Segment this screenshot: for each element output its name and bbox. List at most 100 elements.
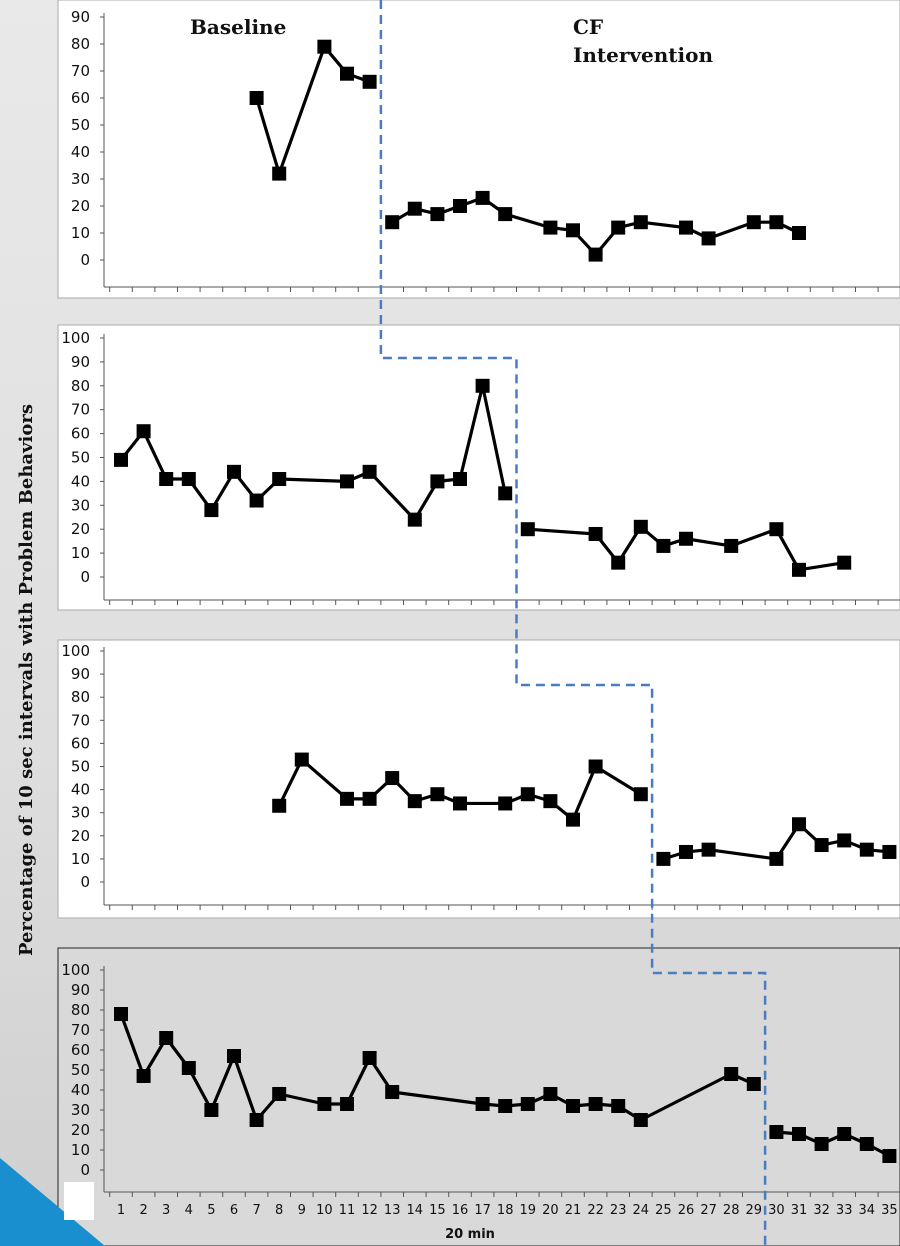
data-point [882,1149,897,1163]
data-point [837,555,852,570]
series-line [119,1013,755,1122]
y-tick-label: 80 [71,377,90,395]
data-point [792,817,806,832]
data-point [453,472,467,487]
data-point [294,752,309,767]
data-point [792,562,806,577]
y-tick-label: 60 [71,425,90,443]
data-point [498,207,513,222]
data-point [882,844,897,859]
y-tick-label: 70 [71,711,90,729]
x-tick-label: 34 [859,1203,876,1218]
x-tick-label: 16 [452,1203,469,1218]
data-point [679,844,693,859]
y-tick-label: 30 [71,170,90,188]
data-point [181,472,196,487]
x-tick-label: 31 [791,1203,808,1218]
data-point [227,1049,241,1063]
data-point [114,452,128,467]
data-point [181,1061,196,1075]
y-tick-label: 20 [71,520,90,538]
data-point [633,519,648,534]
x-tick-label: 22 [587,1203,604,1218]
data-point [769,215,784,230]
y-tick-label: 30 [71,496,90,514]
x-tick-label: 25 [655,1203,672,1218]
x-axis-label: 20 min [445,1227,495,1242]
data-point [656,538,671,553]
y-tick-label: 0 [80,873,90,891]
series-line [527,525,845,572]
data-point [430,787,445,802]
data-point [340,66,354,81]
y-tick-label: 50 [71,758,90,776]
data-point [814,838,829,853]
data-point [656,851,671,866]
y-tick-label: 10 [71,544,90,562]
intervention-label-line1: CF [573,15,603,39]
data-point [114,1007,128,1021]
data-point [340,1097,354,1111]
intervention-label-line2: Intervention [573,43,713,67]
x-tick-label: 4 [185,1203,193,1218]
data-point [272,1087,287,1101]
y-tick-label: 90 [71,8,90,26]
data-point [407,512,422,527]
data-point [769,851,784,866]
y-tick-label: 50 [71,1061,90,1079]
data-point [520,787,535,802]
data-point [520,522,535,537]
phase-change-line [379,0,767,1246]
y-tick-label: 70 [71,1021,90,1039]
data-point [611,220,626,235]
data-point [498,486,513,501]
data-point [520,1097,535,1111]
x-tick-label: 33 [836,1203,853,1218]
y-tick-label: 60 [71,1041,90,1059]
y-tick-label: 30 [71,1101,90,1119]
data-point [385,215,400,230]
baseline-label: Baseline [190,15,286,39]
data-point [407,201,422,216]
data-point [611,1099,626,1113]
data-point [430,207,445,222]
x-tick-label: 1 [117,1203,125,1218]
x-tick-label: 3 [162,1203,170,1218]
y-tick-label: 40 [71,143,90,161]
x-tick-label: 15 [429,1203,446,1218]
y-tick-label: 100 [61,329,90,347]
data-point [633,787,648,802]
data-point [566,1099,580,1113]
plot-area [57,324,900,611]
data-point [272,472,287,487]
data-point [792,1127,806,1141]
y-tick-label: 100 [61,642,90,660]
y-tick-label: 70 [71,401,90,419]
plot-area [57,0,900,299]
x-tick-label: 10 [316,1203,333,1218]
y-tick-label: 10 [71,224,90,242]
data-point [859,842,874,857]
x-tick-label: 19 [520,1203,537,1218]
plot-area [57,639,900,919]
y-tick-label: 90 [71,981,90,999]
data-point [204,1103,219,1117]
data-point [385,771,400,786]
data-point [566,223,580,238]
data-point [792,226,806,240]
y-axis-label: Percentage of 10 sec intervals with Prob… [16,404,37,956]
data-point [136,1069,151,1083]
x-tick-label: 11 [339,1203,356,1218]
data-point [701,231,716,246]
y-tick-label: 80 [71,688,90,706]
data-point [837,1127,852,1141]
data-point [475,1097,490,1111]
series-line [391,196,800,257]
x-tick-label: 26 [678,1203,695,1218]
data-point [249,493,264,508]
data-point [769,522,784,537]
y-tick-label: 20 [71,1121,90,1139]
data-point [272,798,287,813]
